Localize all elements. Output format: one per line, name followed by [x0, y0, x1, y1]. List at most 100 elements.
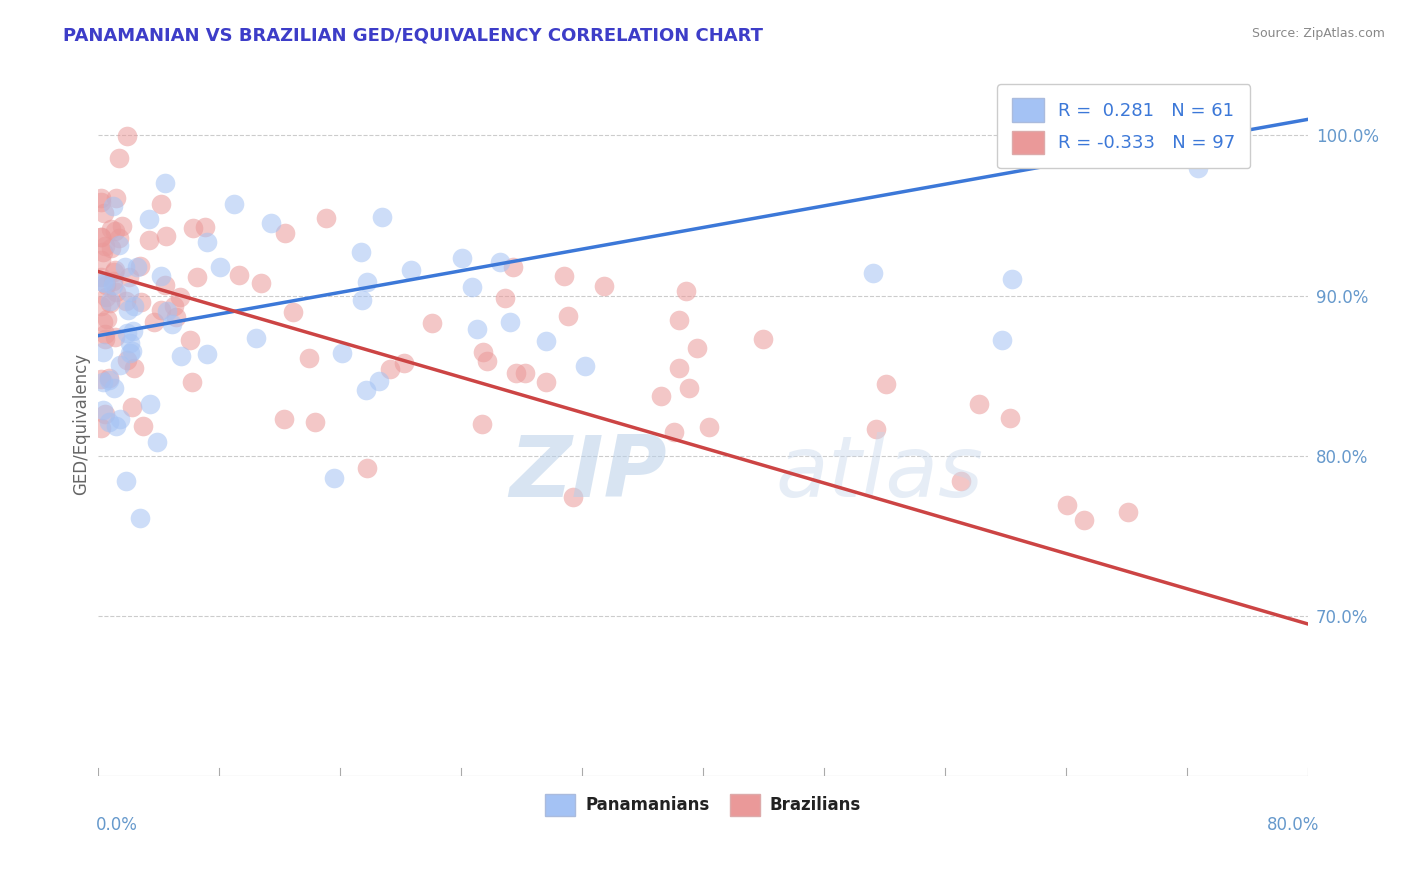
Text: Source: ZipAtlas.com: Source: ZipAtlas.com	[1251, 27, 1385, 40]
Text: PANAMANIAN VS BRAZILIAN GED/EQUIVALENCY CORRELATION CHART: PANAMANIAN VS BRAZILIAN GED/EQUIVALENCY …	[63, 27, 763, 45]
Point	[90, 421, 112, 435]
Point	[153, 176, 176, 190]
Point	[865, 422, 887, 436]
Point	[153, 278, 176, 293]
Point	[138, 212, 160, 227]
Point	[668, 313, 690, 327]
Point	[121, 401, 143, 415]
Point	[101, 274, 124, 288]
Point	[125, 260, 148, 274]
Point	[90, 372, 112, 386]
Point	[117, 303, 139, 318]
Point	[97, 373, 120, 387]
Point	[593, 279, 616, 293]
Point	[103, 265, 125, 279]
Point	[91, 403, 114, 417]
Point	[752, 332, 775, 346]
Text: ZIP: ZIP	[509, 432, 666, 515]
Point	[250, 277, 273, 291]
Point	[94, 290, 117, 304]
Point	[471, 417, 494, 432]
Point	[472, 344, 495, 359]
Point	[90, 230, 112, 244]
Point	[149, 303, 172, 318]
Point	[139, 397, 162, 411]
Point	[138, 233, 160, 247]
Point	[662, 425, 685, 439]
Point	[505, 366, 527, 380]
Point	[1116, 505, 1139, 519]
Point	[949, 474, 972, 488]
Point	[450, 252, 472, 266]
Point	[90, 195, 112, 210]
Point	[1000, 410, 1022, 425]
Point	[100, 222, 122, 236]
Point	[98, 293, 121, 308]
Text: atlas: atlas	[776, 432, 984, 515]
Point	[273, 411, 295, 425]
Point	[274, 226, 297, 240]
Point	[557, 309, 579, 323]
Point	[371, 211, 394, 225]
Point	[93, 206, 115, 220]
Point	[165, 310, 187, 325]
Point	[650, 389, 672, 403]
Point	[94, 277, 117, 291]
Point	[1187, 161, 1209, 176]
Point	[245, 331, 267, 345]
Point	[101, 199, 124, 213]
Point	[96, 277, 118, 292]
Point	[122, 325, 145, 339]
Point	[114, 475, 136, 489]
Point	[356, 275, 378, 289]
Point	[502, 260, 524, 274]
Point	[91, 315, 114, 329]
Point	[399, 263, 422, 277]
Point	[128, 259, 150, 273]
Point	[108, 238, 131, 252]
Text: 80.0%: 80.0%	[1267, 816, 1319, 834]
Point	[494, 292, 516, 306]
Point	[489, 255, 512, 269]
Point	[668, 361, 690, 376]
Point	[98, 415, 121, 429]
Point	[394, 356, 416, 370]
Point	[93, 332, 115, 346]
Point	[1056, 498, 1078, 512]
Point	[90, 253, 112, 268]
Point	[108, 230, 131, 244]
Point	[96, 311, 118, 326]
Point	[118, 346, 141, 360]
Point	[97, 371, 120, 385]
Point	[110, 219, 132, 233]
Point	[356, 460, 378, 475]
Point	[91, 244, 114, 259]
Point	[108, 358, 131, 372]
Point	[91, 275, 114, 289]
Point	[163, 300, 186, 314]
Legend: Panamanians, Brazilians: Panamanians, Brazilians	[537, 786, 869, 824]
Point	[298, 351, 321, 365]
Point	[186, 269, 208, 284]
Point	[354, 383, 377, 397]
Point	[90, 270, 112, 285]
Point	[115, 326, 138, 341]
Point	[101, 278, 124, 293]
Point	[574, 359, 596, 373]
Point	[197, 347, 219, 361]
Point	[304, 415, 326, 429]
Point	[534, 334, 557, 348]
Point	[1073, 513, 1095, 527]
Point	[104, 263, 127, 277]
Point	[862, 266, 884, 280]
Point	[90, 299, 112, 313]
Point	[104, 224, 127, 238]
Point	[94, 408, 117, 422]
Point	[323, 471, 346, 485]
Point	[875, 376, 897, 391]
Point	[969, 397, 991, 411]
Point	[145, 435, 167, 450]
Point	[150, 269, 173, 284]
Point	[350, 245, 373, 260]
Point	[132, 418, 155, 433]
